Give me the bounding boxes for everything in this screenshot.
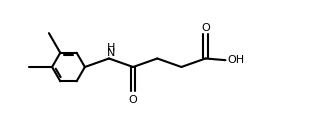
Text: O: O xyxy=(201,23,210,33)
Text: OH: OH xyxy=(227,55,244,65)
Text: N: N xyxy=(107,48,115,58)
Text: H: H xyxy=(107,43,115,53)
Text: O: O xyxy=(129,95,138,105)
